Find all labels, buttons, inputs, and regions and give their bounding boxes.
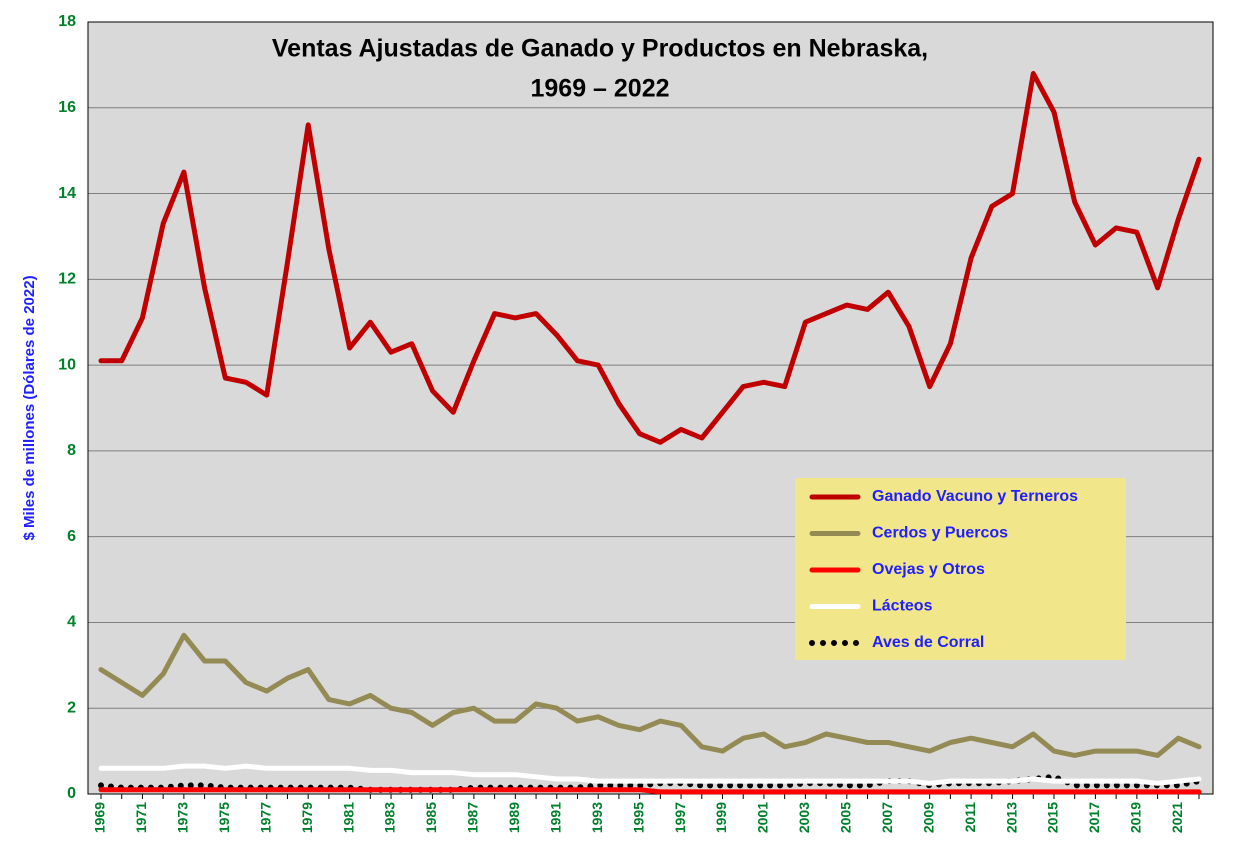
x-tick-label: 1989: [506, 802, 522, 833]
x-tick-label: 1973: [175, 802, 191, 833]
x-tick-label: 2003: [796, 802, 812, 833]
x-tick-label: 1983: [382, 802, 398, 833]
chart-title: 1969 – 2022: [530, 75, 669, 103]
series-line: [98, 71, 1202, 445]
x-tick-label: 1977: [257, 802, 273, 833]
x-tick-label: 1971: [133, 802, 149, 833]
legend-label: Lácteos: [872, 598, 933, 615]
plot-area: [88, 22, 1213, 794]
legend-label: Ovejas y Otros: [872, 561, 985, 578]
x-tick-label: 1993: [589, 802, 605, 833]
x-tick-label: 1987: [465, 802, 481, 833]
y-tick-label: 16: [58, 99, 76, 116]
x-tick-label: 2009: [920, 802, 936, 833]
x-tick-label: 1985: [423, 802, 439, 833]
y-tick-label: 6: [67, 528, 76, 545]
x-tick-label: 1969: [92, 802, 108, 833]
legend-label: Ganado Vacuno y Terneros: [872, 488, 1078, 505]
series-line: [98, 787, 1202, 795]
x-tick-label: 2005: [838, 802, 854, 833]
y-tick-label: 10: [58, 356, 76, 373]
y-tick-label: 14: [58, 185, 76, 202]
x-tick-label: 2001: [755, 802, 771, 833]
x-tick-label: 1991: [547, 802, 563, 833]
y-axis-label: $ Miles de millones (Dólares de 2022): [21, 275, 38, 540]
x-tick-label: 2015: [1045, 802, 1061, 833]
legend-label: Cerdos y Puercos: [872, 525, 1008, 542]
x-tick-label: 1975: [216, 802, 232, 833]
x-tick-label: 1981: [340, 802, 356, 833]
legend-label: Aves de Corral: [872, 634, 984, 651]
series-line: [98, 632, 1202, 758]
x-tick-label: 2019: [1128, 802, 1144, 833]
x-tick-label: 2021: [1169, 802, 1185, 833]
x-tick-label: 1995: [630, 802, 646, 833]
x-tick-label: 2007: [879, 802, 895, 833]
y-tick-label: 2: [67, 699, 76, 716]
y-tick-label: 4: [67, 614, 76, 631]
x-tick-label: 1999: [713, 802, 729, 833]
y-tick-label: 12: [58, 271, 76, 288]
x-tick-label: 1997: [672, 802, 688, 833]
y-tick-label: 0: [67, 785, 76, 802]
x-tick-label: 2017: [1086, 802, 1102, 833]
plot-frame: [87, 21, 1214, 795]
x-tick-label: 2013: [1003, 802, 1019, 833]
chart-title: Ventas Ajustadas de Ganado y Productos e…: [272, 35, 928, 63]
y-tick-label: 18: [58, 13, 76, 30]
x-tick-label: 2011: [962, 802, 978, 833]
y-tick-label: 8: [67, 442, 76, 459]
series-line: [98, 763, 1202, 786]
x-tick-label: 1979: [299, 802, 315, 833]
